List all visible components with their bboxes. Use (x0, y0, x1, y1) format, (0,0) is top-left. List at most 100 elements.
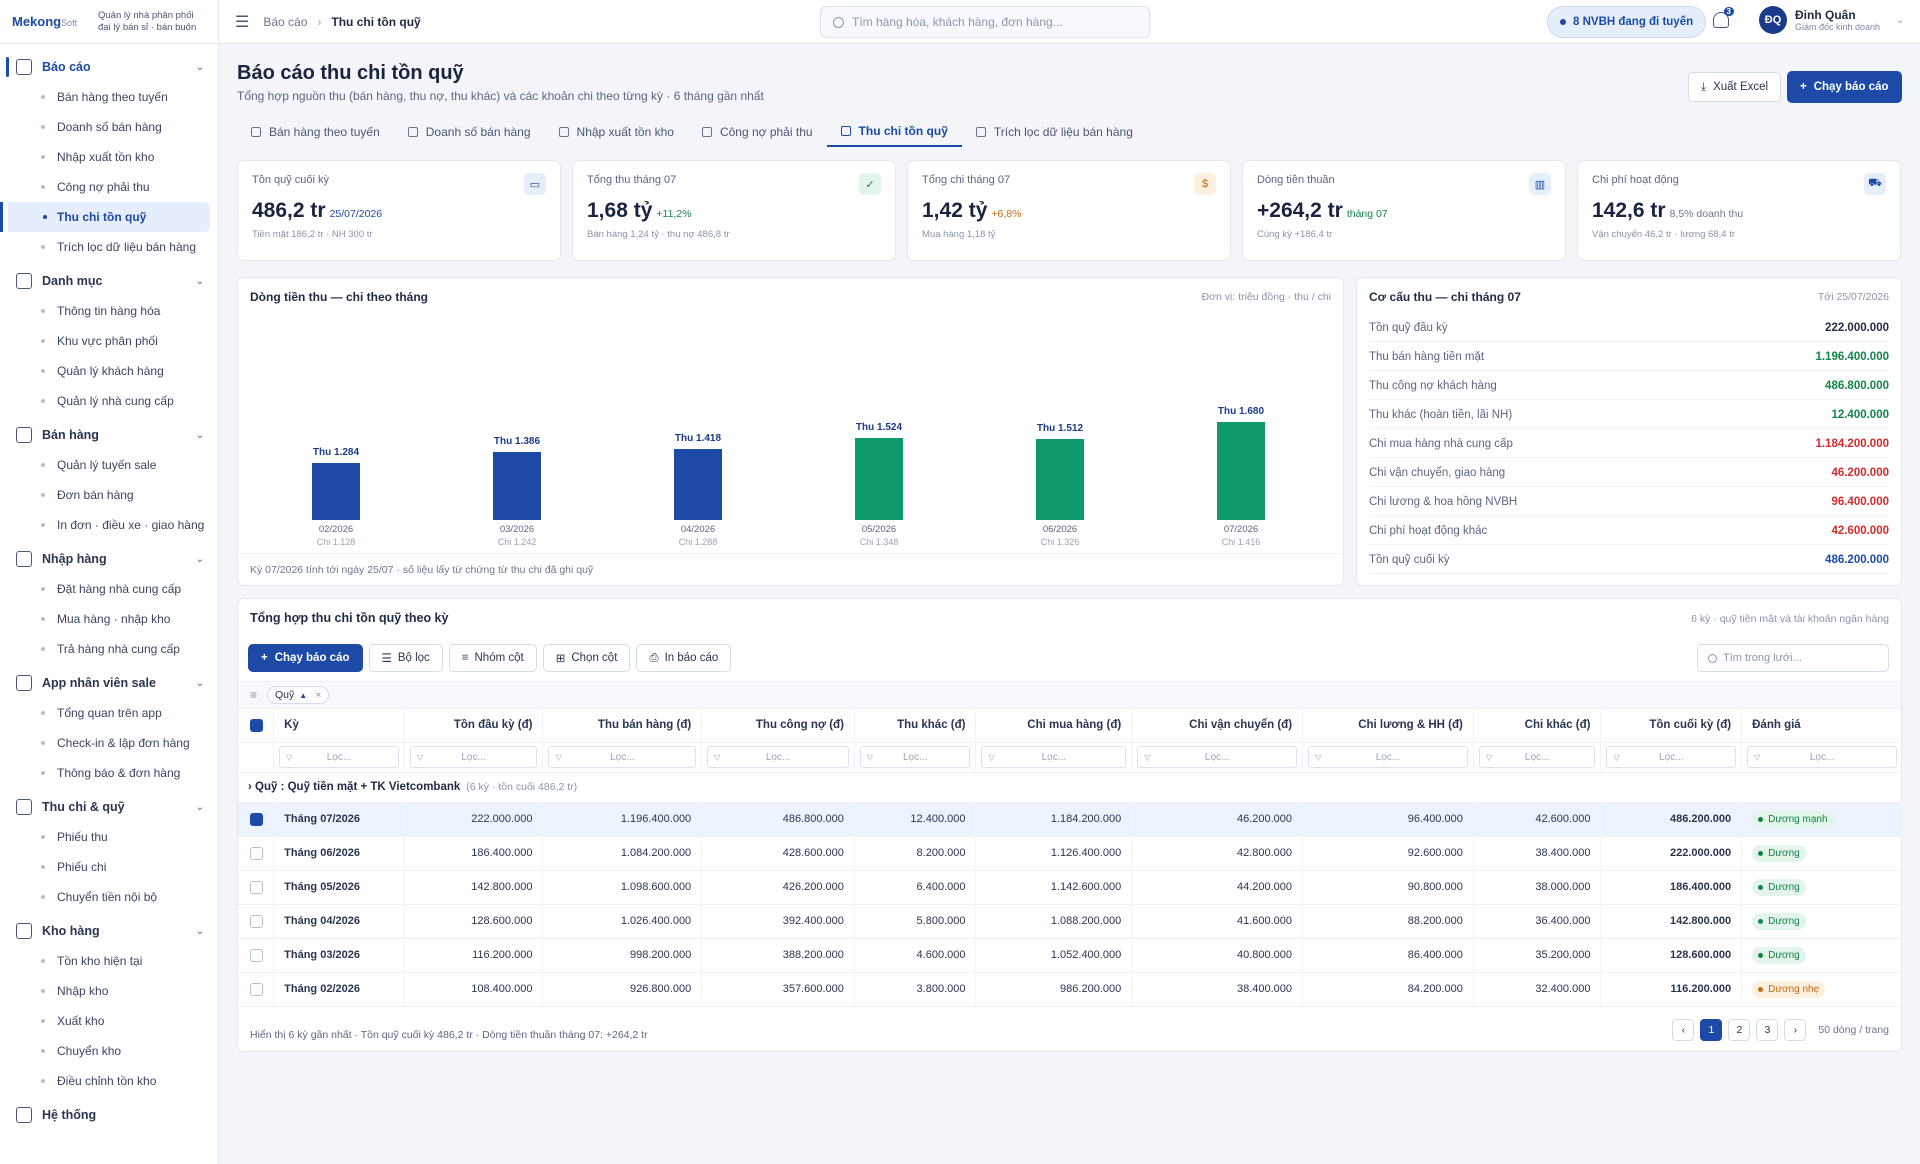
sidebar-item[interactable]: Xuất kho (0, 1006, 210, 1036)
nav-group-phone[interactable]: App nhân viên sale ⌄ (0, 668, 218, 698)
tab-report[interactable]: Trích lọc dữ liệu bán hàng (962, 116, 1147, 147)
nav-group-document[interactable]: Bán hàng ⌄ (0, 420, 218, 450)
sidebar-item[interactable]: Đặt hàng nhà cung cấp (0, 574, 210, 604)
page-button[interactable]: 2 (1728, 1019, 1751, 1041)
page-button[interactable]: 1 (1700, 1019, 1723, 1041)
sidebar-item[interactable]: Trả hàng nhà cung cấp (0, 634, 210, 664)
column-header[interactable]: Chi lương & HH (đ) (1302, 709, 1474, 743)
nav-group-warehouse[interactable]: Kho hàng ⌄ (0, 916, 218, 946)
bell-icon[interactable]: 3 (1713, 7, 1734, 28)
column-header[interactable]: Tồn đầu kỳ (đ) (404, 709, 544, 743)
row-checkbox[interactable] (238, 938, 275, 973)
row-checkbox[interactable] (238, 904, 275, 939)
table-row[interactable]: Tháng 06/2026 186.400.000 1.084.200.000 428… (238, 836, 1903, 871)
chevron-right-icon[interactable]: › (248, 781, 256, 793)
group-columns-button[interactable]: ≡ Nhóm cột (448, 644, 537, 672)
column-filter-input[interactable]: Lọc... (279, 746, 399, 768)
breadcrumb-parent[interactable]: Báo cáo (263, 14, 308, 29)
sidebar-item[interactable]: Tổng quan trên app (0, 698, 210, 728)
column-filter-input[interactable]: Lọc... (1308, 746, 1468, 768)
column-header[interactable]: Thu công nợ (đ) (701, 709, 855, 743)
run-report-button[interactable]: + Chạy báo cáo (1787, 71, 1902, 103)
next-page-button[interactable]: › (1784, 1019, 1807, 1041)
column-filter-input[interactable]: Lọc... (409, 746, 538, 768)
tab-report[interactable]: Công nợ phải thu (688, 116, 827, 147)
filter-button[interactable]: ☰ Bộ lọc (368, 644, 443, 672)
column-header[interactable]: Thu bán hàng (đ) (542, 709, 703, 743)
column-filter-input[interactable]: Lọc... (548, 746, 697, 768)
user-menu[interactable]: ĐQ Đinh Quân Giám đốc kinh doanh ⌄ (1759, 6, 1904, 34)
row-checkbox[interactable] (238, 972, 275, 1007)
column-header[interactable]: Kỳ (273, 709, 405, 743)
column-filter-input[interactable]: Lọc... (707, 746, 849, 768)
sidebar-item[interactable]: Nhập kho (0, 976, 210, 1006)
tab-report[interactable]: Doanh số bán hàng (394, 116, 545, 147)
nav-group-cube[interactable]: Danh mục ⌄ (0, 266, 218, 296)
column-filter-input[interactable]: Lọc... (981, 746, 1127, 768)
sidebar-item[interactable]: Chuyển kho (0, 1036, 210, 1066)
column-header[interactable]: Đánh giá (1741, 709, 1903, 743)
prev-page-button[interactable]: ‹ (1672, 1019, 1695, 1041)
sidebar-item[interactable]: Công nợ phải thu (0, 172, 210, 202)
sidebar-item[interactable]: Phiếu chi (0, 852, 210, 882)
group-row[interactable]: › Quỹ : Quỹ tiền mặt + TK Vietcombank (6 … (238, 772, 1903, 803)
global-search-input[interactable]: Tìm hàng hóa, khách hàng, đơn hàng... (820, 6, 1150, 38)
sidebar-item[interactable]: Khu vực phân phối (0, 326, 210, 356)
tab-report[interactable]: Nhập xuất tồn kho (545, 116, 688, 147)
print-report-button[interactable]: ⎙ In báo cáo (636, 644, 732, 672)
choose-columns-button[interactable]: ⊞ Chọn cột (542, 644, 631, 672)
sidebar-item[interactable]: In đơn · điều xe · giao hàng (0, 510, 210, 540)
column-header[interactable]: Thu khác (đ) (854, 709, 977, 743)
sidebar-item[interactable]: Thu chi tồn quỹ (0, 202, 210, 232)
sidebar-item[interactable]: Đơn bán hàng (0, 480, 210, 510)
sidebar-item[interactable]: Tồn kho hiện tại (0, 946, 210, 976)
sidebar-item[interactable]: Thông tin hàng hóa (0, 296, 210, 326)
sidebar-item[interactable]: Thông báo & đơn hàng (0, 758, 210, 788)
column-filter-input[interactable]: Lọc... (1747, 746, 1897, 768)
grid-run-report-button[interactable]: + Chạy báo cáo (248, 644, 363, 672)
column-header[interactable]: Chi vận chuyển (đ) (1131, 709, 1304, 743)
nav-group-cash[interactable]: Thu chi & quỹ ⌄ (0, 792, 218, 822)
table-row[interactable]: Tháng 02/2026 108.400.000 926.800.000 357.6… (238, 972, 1903, 1007)
sidebar-item[interactable]: Quản lý tuyến sale (0, 450, 210, 480)
nav-group-truck[interactable]: Nhập hàng ⌄ (0, 544, 218, 574)
tab-report[interactable]: Bán hàng theo tuyến (237, 116, 394, 147)
column-filter-input[interactable]: Lọc... (859, 746, 971, 768)
select-all-checkbox[interactable] (238, 709, 275, 743)
grid-search-input[interactable]: Tìm trong lưới... (1697, 644, 1889, 672)
table-row[interactable]: Tháng 07/2026 222.000.000 1.196.400.000 486… (238, 802, 1903, 837)
column-filter-input[interactable]: Lọc... (1606, 746, 1737, 768)
row-checkbox[interactable] (238, 802, 275, 837)
export-excel-button[interactable]: ⤓ Xuất Excel (1688, 72, 1782, 102)
sidebar-item[interactable]: Quản lý khách hàng (0, 356, 210, 386)
sidebar-item[interactable]: Mua hàng · nhập kho (0, 604, 210, 634)
table-row[interactable]: Tháng 03/2026 116.200.000 998.200.000 388.2… (238, 938, 1903, 973)
sidebar-item[interactable]: Chuyển tiền nội bộ (0, 882, 210, 912)
sidebar-item[interactable]: Điều chỉnh tồn kho (0, 1066, 210, 1096)
sidebar-item[interactable]: Quản lý nhà cung cấp (0, 386, 210, 416)
nvbh-status-pill[interactable]: 8 NVBH đang đi tuyến (1547, 6, 1707, 38)
sidebar-item[interactable]: Doanh số bán hàng (0, 112, 210, 142)
group-chip[interactable]: Quỹ ▲ × (267, 686, 330, 704)
nav-group-gear[interactable]: Hệ thống (0, 1100, 218, 1130)
page-button[interactable]: 3 (1756, 1019, 1779, 1041)
column-header[interactable]: Chi mua hàng (đ) (975, 709, 1133, 743)
column-header[interactable]: Chi khác (đ) (1473, 709, 1602, 743)
sidebar-item[interactable]: Bán hàng theo tuyến (0, 82, 210, 112)
column-header[interactable]: Tồn cuối kỳ (đ) (1600, 709, 1743, 743)
logo[interactable]: MekongSoft (12, 14, 78, 29)
row-checkbox[interactable] (238, 836, 275, 871)
column-filter-input[interactable]: Lọc... (1478, 746, 1596, 768)
sidebar-item[interactable]: Check-in & lập đơn hàng (0, 728, 210, 758)
sidebar-item[interactable]: Nhập xuất tồn kho (0, 142, 210, 172)
nav-group-report[interactable]: Báo cáo ⌄ (0, 52, 218, 82)
sidebar-item[interactable]: Trích lọc dữ liệu bán hàng (0, 232, 210, 262)
menu-icon[interactable]: ☰ (235, 13, 250, 31)
row-checkbox[interactable] (238, 870, 275, 905)
drag-handle-icon[interactable]: ≡ (250, 688, 258, 702)
close-icon[interactable]: × (315, 689, 322, 701)
tab-report[interactable]: Thu chi tồn quỹ (826, 116, 962, 147)
sidebar-item[interactable]: Phiếu thu (0, 822, 210, 852)
table-row[interactable]: Tháng 04/2026 128.600.000 1.026.400.000 392… (238, 904, 1903, 939)
column-filter-input[interactable]: Lọc... (1137, 746, 1298, 768)
